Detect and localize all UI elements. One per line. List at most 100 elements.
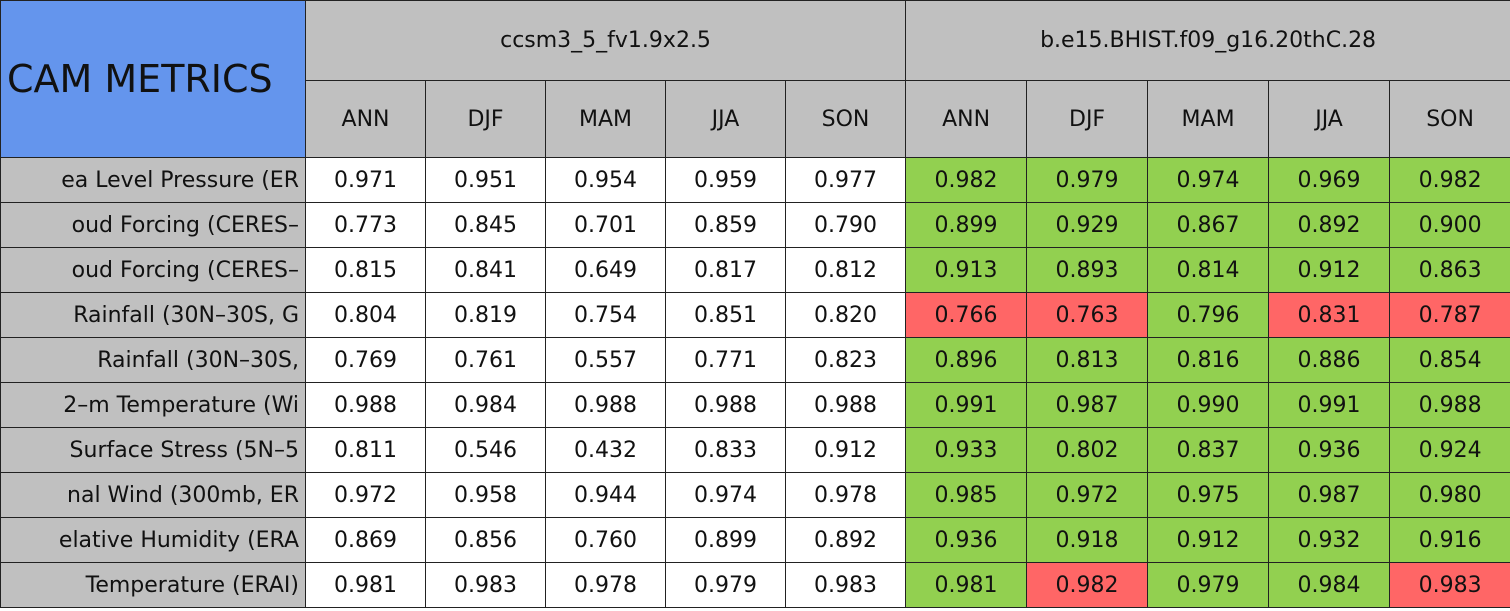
metric-value: 0.819 <box>425 292 546 338</box>
metric-value: 0.988 <box>305 382 426 428</box>
metric-value: 0.988 <box>545 382 666 428</box>
metric-value: 0.974 <box>665 472 786 518</box>
metric-label: Surface Stress (5N–5 <box>0 427 306 473</box>
metric-value: 0.649 <box>545 247 666 293</box>
metric-value: 0.987 <box>1026 382 1149 428</box>
metric-value: 0.754 <box>545 292 666 338</box>
season-header: ANN <box>905 80 1028 158</box>
season-header: MAM <box>1147 80 1270 158</box>
metric-value: 0.978 <box>784 472 907 518</box>
season-header: JJA <box>665 80 786 158</box>
metric-value: 0.812 <box>784 247 907 293</box>
season-header: SON <box>1389 80 1510 158</box>
metric-value: 0.929 <box>1026 202 1149 248</box>
metric-value: 0.859 <box>665 202 786 248</box>
metric-row: Surface Stress (5N–5 0.811 0.546 0.432 0.833… <box>0 427 1510 473</box>
metric-value: 0.991 <box>905 382 1028 428</box>
metric-value: 0.980 <box>1389 472 1510 518</box>
season-header: MAM <box>545 80 666 158</box>
metric-value: 0.814 <box>1147 247 1270 293</box>
season-header: ANN <box>305 80 426 158</box>
metric-value: 0.913 <box>905 247 1028 293</box>
metric-value: 0.546 <box>425 427 546 473</box>
metric-value: 0.918 <box>1026 517 1149 563</box>
metric-value: 0.984 <box>425 382 546 428</box>
metric-label: nal Wind (300mb, ER <box>0 472 306 518</box>
metric-value: 0.983 <box>784 562 907 608</box>
metric-value: 0.987 <box>1268 472 1391 518</box>
metric-value: 0.972 <box>1026 472 1149 518</box>
metric-value: 0.912 <box>1147 517 1270 563</box>
metric-value: 0.990 <box>1147 382 1270 428</box>
metric-value: 0.856 <box>425 517 546 563</box>
metric-value: 0.899 <box>905 202 1028 248</box>
metric-row: Rainfall (30N–30S, G 0.804 0.819 0.754 0.851… <box>0 292 1510 338</box>
metric-value: 0.845 <box>425 202 546 248</box>
metric-value: 0.972 <box>305 472 426 518</box>
metric-value: 0.796 <box>1147 292 1270 338</box>
season-row: ANN DJF MAM JJA SON ANN DJF MAM JJA SON <box>1 80 1510 158</box>
metric-value: 0.760 <box>545 517 666 563</box>
metric-row: Temperature (ERAI) 0.981 0.983 0.978 0.979 0.… <box>0 562 1510 608</box>
metric-value: 0.979 <box>1026 157 1149 203</box>
metric-value: 0.900 <box>1389 202 1510 248</box>
metric-value: 0.831 <box>1268 292 1391 338</box>
metric-value: 0.802 <box>1026 427 1149 473</box>
metric-value: 0.981 <box>905 562 1028 608</box>
metric-value: 0.983 <box>1389 562 1510 608</box>
metric-value: 0.936 <box>905 517 1028 563</box>
metric-value: 0.988 <box>1389 382 1510 428</box>
header-row: CAM METRICS ccsm3_5_fv1.9x2.5 b.e15.BHIST.… <box>0 0 1510 158</box>
metric-value: 0.977 <box>784 157 907 203</box>
metric-label: Temperature (ERAI) <box>0 562 306 608</box>
metric-value: 0.951 <box>425 157 546 203</box>
metric-value: 0.958 <box>425 472 546 518</box>
metric-value: 0.833 <box>665 427 786 473</box>
metric-value: 0.912 <box>784 427 907 473</box>
metric-value: 0.804 <box>305 292 426 338</box>
season-header: JJA <box>1268 80 1391 158</box>
metric-value: 0.924 <box>1389 427 1510 473</box>
metric-value: 0.978 <box>545 562 666 608</box>
metric-row: 2–m Temperature (Wi 0.988 0.984 0.988 0.988 0… <box>0 382 1510 428</box>
metric-label: elative Humidity (ERA <box>0 517 306 563</box>
metric-value: 0.985 <box>905 472 1028 518</box>
metric-value: 0.813 <box>1026 337 1149 383</box>
metric-value: 0.869 <box>305 517 426 563</box>
metric-value: 0.933 <box>905 427 1028 473</box>
metric-value: 0.432 <box>545 427 666 473</box>
group-header: ccsm3_5_fv1.9x2.5 <box>304 0 907 81</box>
metric-value: 0.991 <box>1268 382 1391 428</box>
metric-row: ea Level Pressure (ER 0.971 0.951 0.954 0.95… <box>0 157 1510 203</box>
metric-value: 0.761 <box>425 337 546 383</box>
metric-value: 0.982 <box>905 157 1028 203</box>
metric-value: 0.769 <box>305 337 426 383</box>
metric-value: 0.983 <box>425 562 546 608</box>
metric-value: 0.984 <box>1268 562 1391 608</box>
metric-value: 0.981 <box>305 562 426 608</box>
metric-value: 0.771 <box>665 337 786 383</box>
metric-value: 0.815 <box>305 247 426 293</box>
metric-row: elative Humidity (ERA 0.869 0.856 0.760 0.89… <box>0 517 1510 563</box>
metric-value: 0.988 <box>665 382 786 428</box>
metric-value: 0.823 <box>784 337 907 383</box>
metric-value: 0.790 <box>784 202 907 248</box>
metric-label: oud Forcing (CERES– <box>0 202 306 248</box>
metric-value: 0.982 <box>1026 562 1149 608</box>
metric-value: 0.837 <box>1147 427 1270 473</box>
metric-value: 0.820 <box>784 292 907 338</box>
metric-value: 0.912 <box>1268 247 1391 293</box>
metric-value: 0.892 <box>1268 202 1391 248</box>
metric-value: 0.969 <box>1268 157 1391 203</box>
metric-row: oud Forcing (CERES– 0.815 0.841 0.649 0.817 0… <box>0 247 1510 293</box>
metric-value: 0.954 <box>545 157 666 203</box>
season-header: DJF <box>1026 80 1149 158</box>
metric-label: ea Level Pressure (ER <box>0 157 306 203</box>
metric-value: 0.988 <box>784 382 907 428</box>
metric-value: 0.773 <box>305 202 426 248</box>
metric-value: 0.841 <box>425 247 546 293</box>
metric-value: 0.975 <box>1147 472 1270 518</box>
metric-value: 0.557 <box>545 337 666 383</box>
metric-value: 0.959 <box>665 157 786 203</box>
